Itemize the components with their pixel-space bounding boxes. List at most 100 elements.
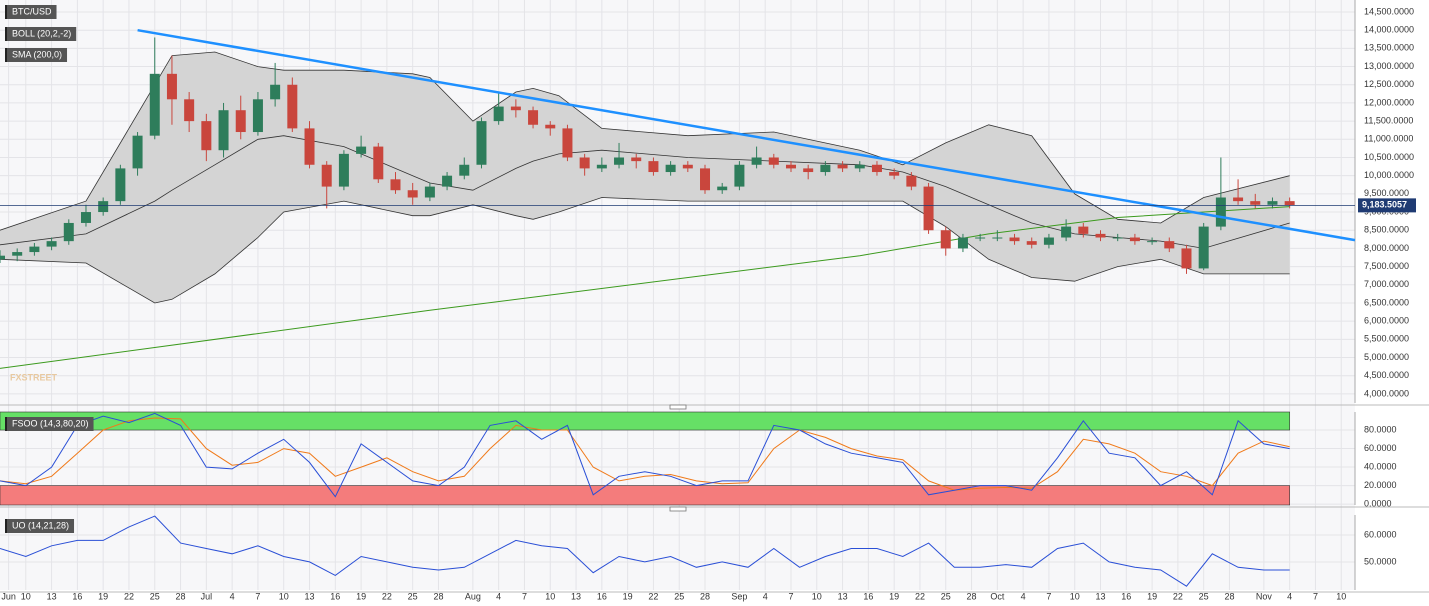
candle-body [631,157,642,162]
x-tick-label: 10 [21,591,31,601]
candle-body [751,157,762,165]
candle-body [338,153,349,187]
x-tick-label: 19 [1147,591,1157,601]
legend-swatch [5,48,7,62]
candle-body [1026,241,1037,245]
bollinger-lower [0,197,1290,304]
legend-label: UO (14,21,28) [12,520,69,530]
candle-body [1112,237,1123,239]
candle-body [734,164,745,187]
x-tick-label: 13 [305,591,315,601]
x-tick-label: 10 [812,591,822,601]
candle-body [270,84,281,100]
candle-body [149,73,160,136]
y-tick-label: 80.0000 [1364,424,1397,434]
watermark: FXSTREET [10,372,58,382]
y-tick-label: 8,000.0000 [1364,243,1409,253]
x-tick-label: 28 [967,591,977,601]
x-tick-label: 19 [623,591,633,601]
uo-line [0,515,1290,587]
candle-body [803,168,814,173]
candle-body [940,230,951,249]
candle-body [29,246,40,253]
x-tick-label: 4 [230,591,235,601]
x-tick-label: 4 [1287,591,1292,601]
y-tick-label: 13,000.0000 [1364,61,1414,71]
legend-label: SMA (200,0) [12,49,62,59]
y-tick-label: 7,000.0000 [1364,279,1409,289]
x-tick-label: 13 [1095,591,1105,601]
pane-handle [669,404,687,410]
legend-label: FSOO (14,3,80,20) [12,418,89,428]
x-tick-label: 22 [1173,591,1183,601]
x-tick-label: 16 [597,591,607,601]
x-tick-label: 7 [1313,591,1318,601]
x-tick-label: 10 [279,591,289,601]
candle-body [356,146,367,154]
x-tick-label: Sep [731,591,747,601]
candle-body [768,157,779,165]
candle-body [235,110,246,133]
candle-body [871,164,882,173]
legend-swatch [5,519,7,533]
candle-body [665,164,676,173]
candle-body [493,106,504,122]
oscillator-line [0,417,1290,491]
zone [0,411,1290,431]
x-tick-label: 4 [763,591,768,601]
y-tick-label: 11,000.0000 [1364,134,1413,144]
candle-body [648,161,659,173]
x-tick-label: 28 [176,591,186,601]
candle-body [562,128,573,158]
x-tick-label: 19 [356,591,366,601]
x-tick-label: 7 [788,591,793,601]
y-tick-label: 5,000.0000 [1364,352,1409,362]
bollinger-middle [0,135,1290,249]
x-tick-label: 7 [1046,591,1051,601]
legend-box [5,519,75,533]
candle-body [442,175,453,187]
y-tick-label: 10,500.0000 [1364,152,1414,162]
candle-body [390,179,401,191]
x-tick-label: 25 [1199,591,1209,601]
candle-body [785,164,796,169]
candle-body [12,252,23,256]
candle-body [166,73,177,100]
y-tick-label: 7,500.0000 [1364,261,1409,271]
legend-label: BTC/USD [12,6,52,16]
candle-body [1043,237,1054,245]
legend-swatch [5,5,7,19]
y-tick-label: 11,500.0000 [1364,115,1413,125]
y-tick-label: 13,500.0000 [1364,43,1414,53]
candle-body [614,157,625,165]
candle-body [854,164,865,169]
candle-body [252,99,263,133]
candle-body [1198,226,1209,269]
last-price-label: 9,183.5057 [1362,200,1407,210]
legend-box [5,48,68,62]
legend-box [5,27,77,41]
candle-body [132,135,143,169]
oscillator-line [0,412,1290,498]
x-tick-label: 16 [1121,591,1131,601]
candle-body [1233,197,1244,202]
candle-body [1129,237,1140,242]
x-tick-label: Oct [990,591,1005,601]
legend-label: BOLL (20,2,-2) [12,28,71,38]
candle-body [424,186,435,198]
candle-body [184,99,195,122]
candle-body [476,121,487,165]
x-tick-label: 16 [330,591,340,601]
candle-body [98,201,109,213]
sma-line [0,206,1290,369]
candle-body [459,164,470,176]
x-tick-label: Jul [201,591,213,601]
y-tick-label: 4,000.0000 [1364,388,1409,398]
candle-body [1095,233,1106,238]
candle-body [1267,201,1278,205]
candle-body [717,186,728,191]
candle-body [1181,248,1192,269]
candle-body [304,128,315,165]
pane-handle [669,506,687,512]
